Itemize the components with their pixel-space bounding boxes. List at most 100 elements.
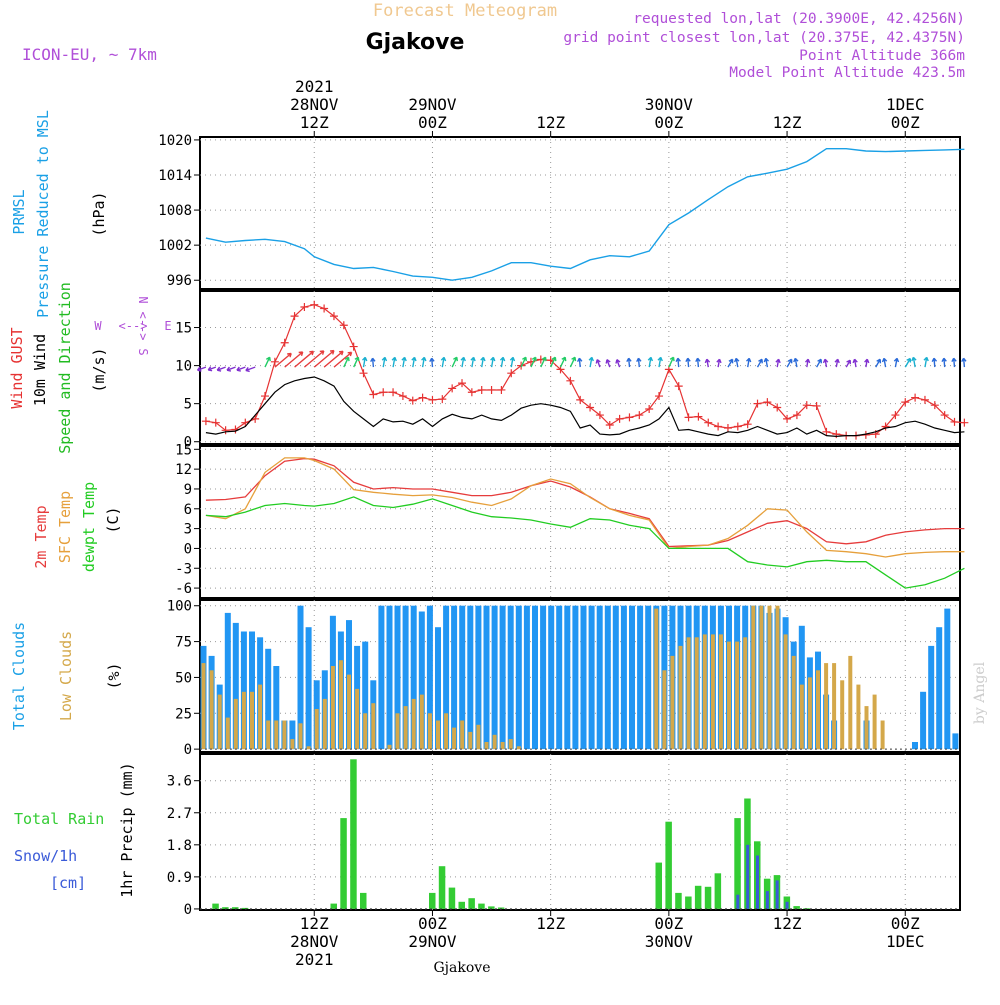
- wind-arrow: [370, 357, 376, 368]
- wind-label-speed-dir: Speed and Direction: [56, 282, 74, 454]
- low-cloud-bar: [403, 706, 408, 750]
- clouds-label-unit: (%): [105, 662, 123, 689]
- low-cloud-bar: [314, 709, 319, 750]
- total-cloud-bar: [556, 605, 563, 750]
- rain-bar: [734, 818, 741, 909]
- total-cloud-bar: [249, 631, 255, 750]
- low-cloud-bar: [670, 655, 675, 750]
- wind-arrow: [391, 356, 397, 368]
- wind-arrow: [470, 356, 476, 368]
- wind-arrow: [226, 366, 236, 372]
- wind-arrow: [775, 358, 781, 368]
- top-time-label: 00Z: [418, 113, 447, 132]
- total-cloud-bar: [620, 605, 627, 750]
- low-cloud-bar: [718, 634, 723, 750]
- pressure-label-msl: Pressure Reduced to MSL: [34, 110, 52, 318]
- total-cloud-bar: [410, 605, 417, 750]
- total-cloud-bar: [532, 605, 538, 750]
- low-cloud-bar: [250, 691, 254, 750]
- wind-arrow: [864, 358, 870, 368]
- total-cloud-bar: [240, 631, 247, 750]
- wind-label-gust: Wind GUST: [8, 327, 26, 408]
- gust-marker: [743, 420, 752, 429]
- low-cloud-bar: [387, 744, 392, 750]
- gust-marker: [339, 321, 348, 330]
- total-cloud-bar: [499, 605, 506, 750]
- wind-arrow: [440, 356, 447, 368]
- total-cloud-bar: [224, 612, 231, 750]
- low-cloud-bar: [395, 713, 400, 750]
- rain-bar: [497, 907, 505, 909]
- total-cloud-bar: [394, 605, 401, 750]
- wind-arrow: [569, 356, 577, 368]
- wind-arrow: [704, 358, 711, 368]
- rain-bar: [232, 907, 239, 909]
- wind-panel: Wind GUST 10m Wind Speed and Direction (…: [8, 282, 172, 454]
- gust-marker: [369, 390, 378, 399]
- gust-marker: [507, 369, 516, 378]
- gust-marker: [822, 427, 831, 436]
- temperature-ytick-label: -3: [175, 561, 192, 577]
- temp-label-sfc: SFC Temp: [56, 491, 74, 563]
- top-time-label: 1DEC: [886, 95, 925, 114]
- wind-arrow: [727, 358, 734, 368]
- gust-marker: [310, 300, 319, 309]
- low-cloud-bar: [775, 605, 780, 750]
- gust-marker: [940, 411, 949, 420]
- total-cloud-bar: [491, 605, 498, 750]
- gust-marker: [379, 388, 388, 397]
- point-altitude: Point Altitude 366m: [799, 48, 965, 64]
- pressure-frame: [199, 136, 961, 290]
- wind-arrow: [931, 357, 938, 368]
- low-cloud-bar: [508, 739, 513, 750]
- top-time-label: 2021: [295, 77, 334, 96]
- wind-ytick-label: 10: [175, 359, 192, 375]
- wind-arrow: [941, 357, 947, 368]
- temp-label-2m: 2m Temp: [32, 505, 50, 568]
- wind-arrow: [852, 358, 858, 368]
- low-cloud-bar: [476, 724, 481, 750]
- wind-arrow: [381, 356, 388, 368]
- low-cloud-bar: [807, 677, 812, 750]
- total-cloud-bar: [936, 627, 943, 750]
- wind-arrow: [636, 357, 642, 368]
- gust-marker: [320, 304, 329, 313]
- low-cloud-bar: [686, 637, 691, 750]
- gust-marker: [645, 404, 654, 413]
- bottom-time-label: 28NOV: [290, 932, 339, 951]
- wind-arrow: [196, 366, 207, 372]
- temperature-panel: 2m Temp SFC Temp dewpt Temp (C): [32, 482, 122, 572]
- total-cloud-bar: [451, 605, 458, 750]
- wind-arrow: [647, 356, 654, 368]
- low-cloud-bar: [371, 703, 376, 750]
- temperature-ytick-label: 9: [184, 482, 192, 498]
- low-cloud-bar: [347, 674, 351, 750]
- pressure-ytick-label: 1008: [158, 203, 192, 219]
- wind-arrow: [245, 366, 256, 373]
- low-cloud-bar: [727, 641, 731, 750]
- gust-marker: [280, 338, 289, 347]
- gust-marker: [733, 422, 742, 431]
- rain-bar: [665, 821, 672, 909]
- wind-arrow: [685, 357, 691, 368]
- low-cloud-bar: [759, 605, 764, 750]
- rain-bar: [330, 903, 337, 909]
- compass-s: S: [136, 348, 150, 355]
- total-cloud-bar: [273, 666, 280, 750]
- temp-label-dew: dewpt Temp: [80, 482, 98, 572]
- gust-marker: [684, 413, 693, 422]
- clouds-panel: Total Clouds Low Clouds (%) by Angel: [10, 622, 988, 730]
- gust-marker: [438, 395, 447, 404]
- rain-bar: [340, 818, 347, 909]
- model-altitude: Model Point Altitude 423.5m: [729, 65, 965, 81]
- low-cloud-bar: [872, 694, 877, 750]
- clouds-ytick-label: 0: [184, 742, 192, 758]
- wind-arrow: [961, 357, 967, 368]
- wind-label-unit: (m/s): [90, 347, 108, 392]
- wind-arrow: [893, 357, 900, 368]
- pressure-label-prmsl: PRMSL: [10, 189, 28, 234]
- wind-arrow: [675, 357, 681, 368]
- low-cloud-bar: [452, 727, 457, 750]
